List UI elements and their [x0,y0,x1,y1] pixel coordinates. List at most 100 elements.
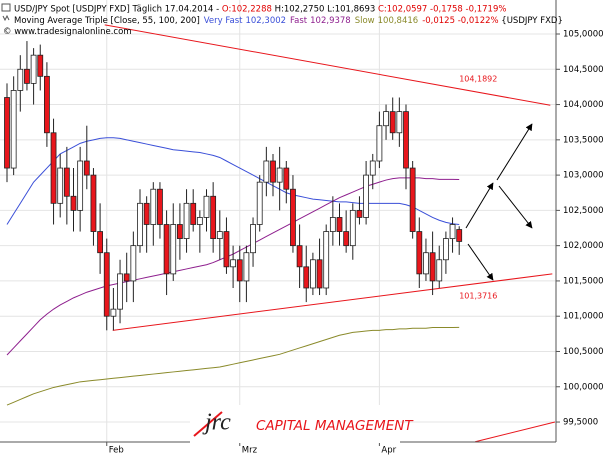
candle-body [423,252,429,275]
candle-body [270,160,276,183]
candle-body [30,54,37,84]
candle-body [57,167,64,204]
subtitle-part: {USDJPY FXD} [499,16,563,26]
candle-body [416,231,423,275]
candle-body [369,160,376,176]
candle-body [456,229,463,242]
forecast-arrows [465,123,533,281]
candle-body [10,90,17,169]
y-tick-label: 101,0000 [563,312,604,322]
candle-body [276,167,283,183]
candle-body [157,188,163,225]
candle-body [70,195,77,211]
candle-body [123,273,130,282]
legend-value: 102,3002 [245,16,286,26]
legend-name: Slow [355,16,375,26]
logo-mark: jrc [202,410,231,436]
candle-body [110,308,117,317]
trendline [112,273,553,331]
logo-box [190,405,400,443]
y-tick-label: 100,0000 [563,382,604,392]
candle-body [363,174,370,218]
candle-body [243,252,250,282]
candle-body [403,111,409,169]
candle-body [117,273,123,310]
candle-body [383,111,389,127]
candle-body [50,132,57,204]
candle-body [223,231,230,268]
candle-body [283,167,290,190]
candle-body [409,167,416,232]
candle-body [44,75,50,134]
candle-body [103,252,110,317]
y-tick-label: 102,0000 [563,241,604,251]
plot-area: 104,1892 101,3716 [4,24,556,442]
candle-body [130,245,137,282]
candle-body [24,68,30,84]
y-tick-label: 103,0000 [563,171,604,181]
logo: jrc CAPITAL MANAGEMENT [190,405,414,443]
x-tick-label: Apr [381,446,396,456]
candle-body [449,224,456,240]
candle-body [150,188,157,225]
candle-body [183,202,190,240]
candle-body [143,202,150,225]
title-part: O:102,2288 [222,4,272,14]
ma-line [6,137,460,225]
candle-body [63,167,70,197]
candle-body [376,125,383,162]
legend-value: 100,8416 [378,16,419,26]
candle-body [176,224,183,240]
x-tick-label: Feb [109,446,124,456]
arrow [465,182,494,229]
candle-body [230,259,237,268]
credit: © www.tradesignalonline.com [3,27,132,37]
legend-name: Very Fast [204,16,243,26]
header: USD/JPY Spot [USDJPY FXD] Täglich 17.04.… [1,3,563,37]
candle-body [356,209,363,218]
title-part: H:102,2750 L:101,8693 [272,4,375,14]
candle-body [256,181,263,225]
trendline-label: 101,3716 [459,291,497,300]
trendline [104,24,551,106]
y-tick-label: 105,0000 [563,30,604,40]
candle-body [37,54,44,77]
candle-body [343,231,350,247]
legend-name: Fast [290,16,308,26]
arrow [467,243,494,281]
candle-body [90,174,97,232]
title: USD/JPY Spot [USDJPY FXD] Täglich 17.04.… [14,4,506,14]
candle-body [236,259,243,282]
y-tick-label: 101,5000 [563,276,604,286]
candle-body [336,217,343,232]
subtitle-part: -0,0125 -0,0122% [422,16,498,26]
candle-body [4,97,10,169]
candle-body [349,209,356,247]
arrow [498,185,533,229]
candle-body [396,111,403,134]
icon [2,14,10,22]
candle-body [296,245,303,268]
legend-value: 102,9378 [310,16,351,26]
y-tick-label: 102,5000 [563,206,604,216]
y-tick-label: 103,5000 [563,135,604,145]
trendline-label: 104,1892 [459,74,497,83]
candle-body [436,259,443,282]
candle-body [203,195,210,218]
candle-body [389,111,396,134]
candle-body [316,259,323,289]
logo-stroke [193,411,223,437]
axes: 99,5000 100,0000 100,5000 101,0000 101,5000 1… [106,30,604,456]
ma-line [6,326,460,406]
candle-body [309,259,316,289]
y-tick-label: 104,0000 [563,100,604,110]
candle-body [190,202,197,225]
title-part: USD/JPY Spot [USDJPY FXD] Täglich 17.04.… [14,4,222,14]
trendline [475,421,556,442]
candle-body [290,188,296,247]
y-tick-label: 104,5000 [563,65,604,75]
candle-body [442,238,449,261]
candle-body [303,266,310,289]
candle-body [163,224,170,275]
